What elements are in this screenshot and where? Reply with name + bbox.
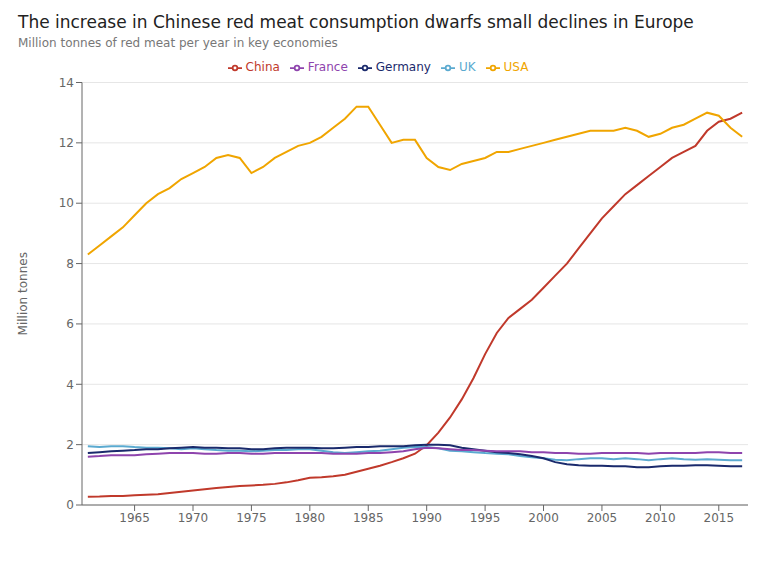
svg-text:2000: 2000 [528, 511, 559, 525]
svg-text:8: 8 [66, 257, 74, 271]
svg-text:1985: 1985 [353, 511, 384, 525]
html-text:France: France [307, 60, 348, 74]
html-text:Germany: Germany [375, 60, 431, 74]
html-text:USA: USA [503, 60, 529, 74]
svg-text:2015: 2015 [704, 511, 735, 525]
svg-text:1970: 1970 [178, 511, 209, 525]
svg-text:14: 14 [59, 76, 74, 90]
svg-text:2010: 2010 [645, 511, 676, 525]
svg-text:0: 0 [66, 498, 74, 512]
html-text:Million tonnes of red meat per: Million tonnes of red meat per year in k… [18, 36, 338, 50]
svg-text:4: 4 [66, 378, 74, 392]
svg-text:1980: 1980 [295, 511, 326, 525]
svg-text:2005: 2005 [587, 511, 618, 525]
svg-text:12: 12 [59, 136, 74, 150]
svg-text:1975: 1975 [236, 511, 267, 525]
svg-text:1965: 1965 [119, 511, 150, 525]
svg-text:6: 6 [66, 317, 74, 331]
svg-text:1990: 1990 [411, 511, 442, 525]
svg-text:2: 2 [66, 438, 74, 452]
svg-text:Million tonnes: Million tonnes [16, 252, 30, 335]
html-text:UK: UK [458, 60, 476, 74]
svg-text:1995: 1995 [470, 511, 501, 525]
html-text:China: China [245, 60, 280, 74]
svg-text:10: 10 [59, 196, 74, 210]
html-text:The increase in Chinese red me: The increase in Chinese red meat consump… [18, 12, 694, 32]
